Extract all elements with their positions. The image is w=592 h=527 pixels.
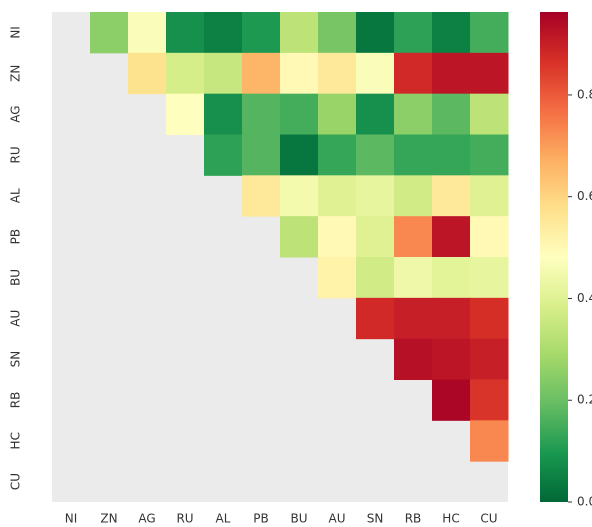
- y-tick-label: PB: [9, 229, 23, 244]
- y-tick-label: AU: [9, 310, 23, 327]
- y-tick-label: RB: [9, 392, 23, 409]
- y-tick-label: SN: [9, 351, 23, 368]
- heatmap-cell: [394, 12, 433, 54]
- y-tick-label: BU: [9, 269, 23, 286]
- y-tick-label: RU: [9, 146, 23, 163]
- heatmap-cell: [128, 52, 167, 95]
- heatmap-cell: [394, 338, 433, 380]
- heatmap-cell: [356, 52, 395, 95]
- heatmap-cell: [470, 379, 509, 421]
- heatmap-cell: [432, 338, 471, 380]
- x-tick-label: RB: [405, 512, 422, 526]
- heatmap-cell: [318, 12, 357, 54]
- heatmap-cell: [470, 52, 509, 95]
- x-tick-label: RU: [176, 512, 193, 526]
- heatmap-cell: [394, 52, 433, 95]
- y-tick-label: HC: [9, 432, 23, 449]
- heatmap-cell: [280, 93, 319, 135]
- heatmap-cell: [318, 257, 357, 299]
- heatmap-cell: [432, 216, 471, 258]
- heatmap-cell: [394, 175, 433, 217]
- heatmap-cell: [128, 12, 167, 54]
- x-tick-label: BU: [290, 512, 307, 526]
- x-tick-label: HC: [442, 512, 459, 526]
- heatmap-cell: [432, 175, 471, 217]
- heatmap-cell: [204, 134, 243, 176]
- heatmap-cell: [204, 12, 243, 54]
- heatmap-cell: [280, 175, 319, 217]
- x-tick-label: AL: [216, 512, 231, 526]
- heatmap-cell: [356, 257, 395, 299]
- x-tick-label: SN: [367, 512, 384, 526]
- heatmap-cell: [470, 297, 509, 340]
- y-tick-label: ZN: [9, 65, 23, 82]
- heatmap-cell: [356, 12, 395, 54]
- x-tick-label: AG: [138, 512, 155, 526]
- heatmap-cell: [432, 93, 471, 135]
- colorbar: [540, 12, 568, 502]
- heatmap-cell: [356, 175, 395, 217]
- heatmap-cell: [432, 297, 471, 340]
- heatmap-cell: [242, 52, 281, 95]
- heatmap-cell: [242, 12, 281, 54]
- x-tick-label: CU: [480, 512, 497, 526]
- heatmap-cell: [394, 297, 433, 340]
- heatmap-cell: [432, 52, 471, 95]
- colorbar-tick-label: 0.8: [577, 87, 592, 101]
- colorbar-tick-label: 0.2: [577, 393, 592, 407]
- heatmap-cell: [470, 93, 509, 135]
- heatmap-cell: [90, 12, 129, 54]
- x-tick-label: NI: [65, 512, 78, 526]
- heatmap-cell: [242, 175, 281, 217]
- heatmap-cell: [280, 216, 319, 258]
- heatmap-cell: [280, 52, 319, 95]
- heatmap-cell: [242, 134, 281, 176]
- colorbar-tick-label: 0.0: [577, 495, 592, 509]
- heatmap-cell: [470, 216, 509, 258]
- y-tick-label: NI: [9, 26, 23, 39]
- heatmap-cell: [166, 52, 205, 95]
- heatmap-cell: [356, 134, 395, 176]
- heatmap-cell: [204, 52, 243, 95]
- heatmap-cell: [432, 134, 471, 176]
- heatmap-cell: [318, 52, 357, 95]
- heatmap-cell: [280, 12, 319, 54]
- heatmap-cell: [356, 216, 395, 258]
- x-tick-label: ZN: [100, 512, 117, 526]
- heatmap-cell: [356, 93, 395, 135]
- heatmap-cell: [470, 12, 509, 54]
- heatmap-cell: [432, 257, 471, 299]
- heatmap-cell: [470, 338, 509, 380]
- heatmap-cell: [242, 93, 281, 135]
- heatmap-cell: [394, 93, 433, 135]
- heatmap-cell: [470, 134, 509, 176]
- heatmap-cell: [204, 93, 243, 135]
- y-tick-label: AG: [9, 105, 23, 122]
- y-tick-label: CU: [9, 473, 23, 490]
- heatmap-cell: [280, 134, 319, 176]
- x-tick-label: AU: [329, 512, 346, 526]
- y-tick-label: AL: [9, 188, 23, 203]
- heatmap-cell: [470, 420, 509, 462]
- heatmap-cell: [166, 12, 205, 54]
- heatmap-cell: [394, 257, 433, 299]
- heatmap-cell: [318, 175, 357, 217]
- colorbar-tick-label: 0.6: [577, 189, 592, 203]
- heatmap-cell: [394, 134, 433, 176]
- heatmap-cell: [470, 175, 509, 217]
- heatmap-cell: [470, 257, 509, 299]
- colorbar-tick-label: 0.4: [577, 291, 592, 305]
- heatmap-cell: [394, 216, 433, 258]
- heatmap-cell: [356, 297, 395, 340]
- heatmap-cell: [318, 134, 357, 176]
- heatmap-cell: [432, 379, 471, 421]
- heatmap-cell: [318, 93, 357, 135]
- x-tick-label: PB: [253, 512, 268, 526]
- heatmap-cell: [432, 12, 471, 54]
- heatmap-cell: [318, 216, 357, 258]
- heatmap-cell: [166, 93, 205, 135]
